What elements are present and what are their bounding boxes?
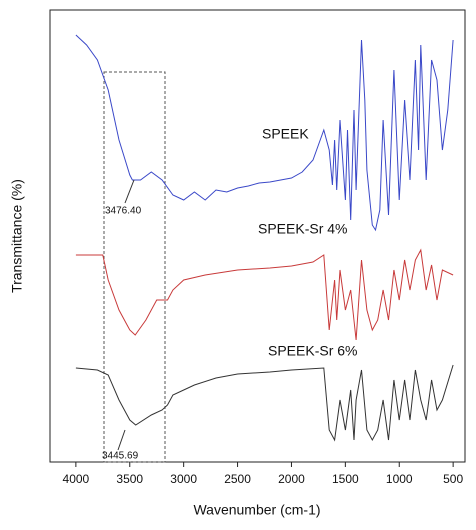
series-label: SPEEK-Sr 4% (258, 221, 347, 237)
x-tick-label: 500 (443, 472, 463, 486)
x-tick-label: 2000 (278, 472, 305, 486)
annotation-leader (117, 429, 126, 451)
x-tick-label: 1000 (386, 472, 413, 486)
highlight-box (103, 71, 166, 463)
annotation: 3445.69 (102, 451, 139, 462)
annotation-leader (124, 179, 135, 204)
x-tick-label: 3500 (116, 472, 143, 486)
y-axis-label: Transmittance (%) (9, 179, 25, 293)
series-label: SPEEK-Sr 6% (268, 343, 357, 359)
plot-frame (49, 9, 466, 463)
x-tick-label: 4000 (63, 472, 90, 486)
x-tick-label: 3000 (170, 472, 197, 486)
series-label: SPEEK (262, 126, 309, 142)
spectrum-line (75, 248, 454, 341)
spectrum-line (75, 364, 454, 442)
x-axis-label: Wavenumber (cm-1) (193, 502, 320, 518)
x-tick-label: 2500 (224, 472, 251, 486)
annotation: 3476.40 (105, 206, 142, 217)
spectrum-line (75, 34, 454, 232)
x-tick-label: 1500 (332, 472, 359, 486)
